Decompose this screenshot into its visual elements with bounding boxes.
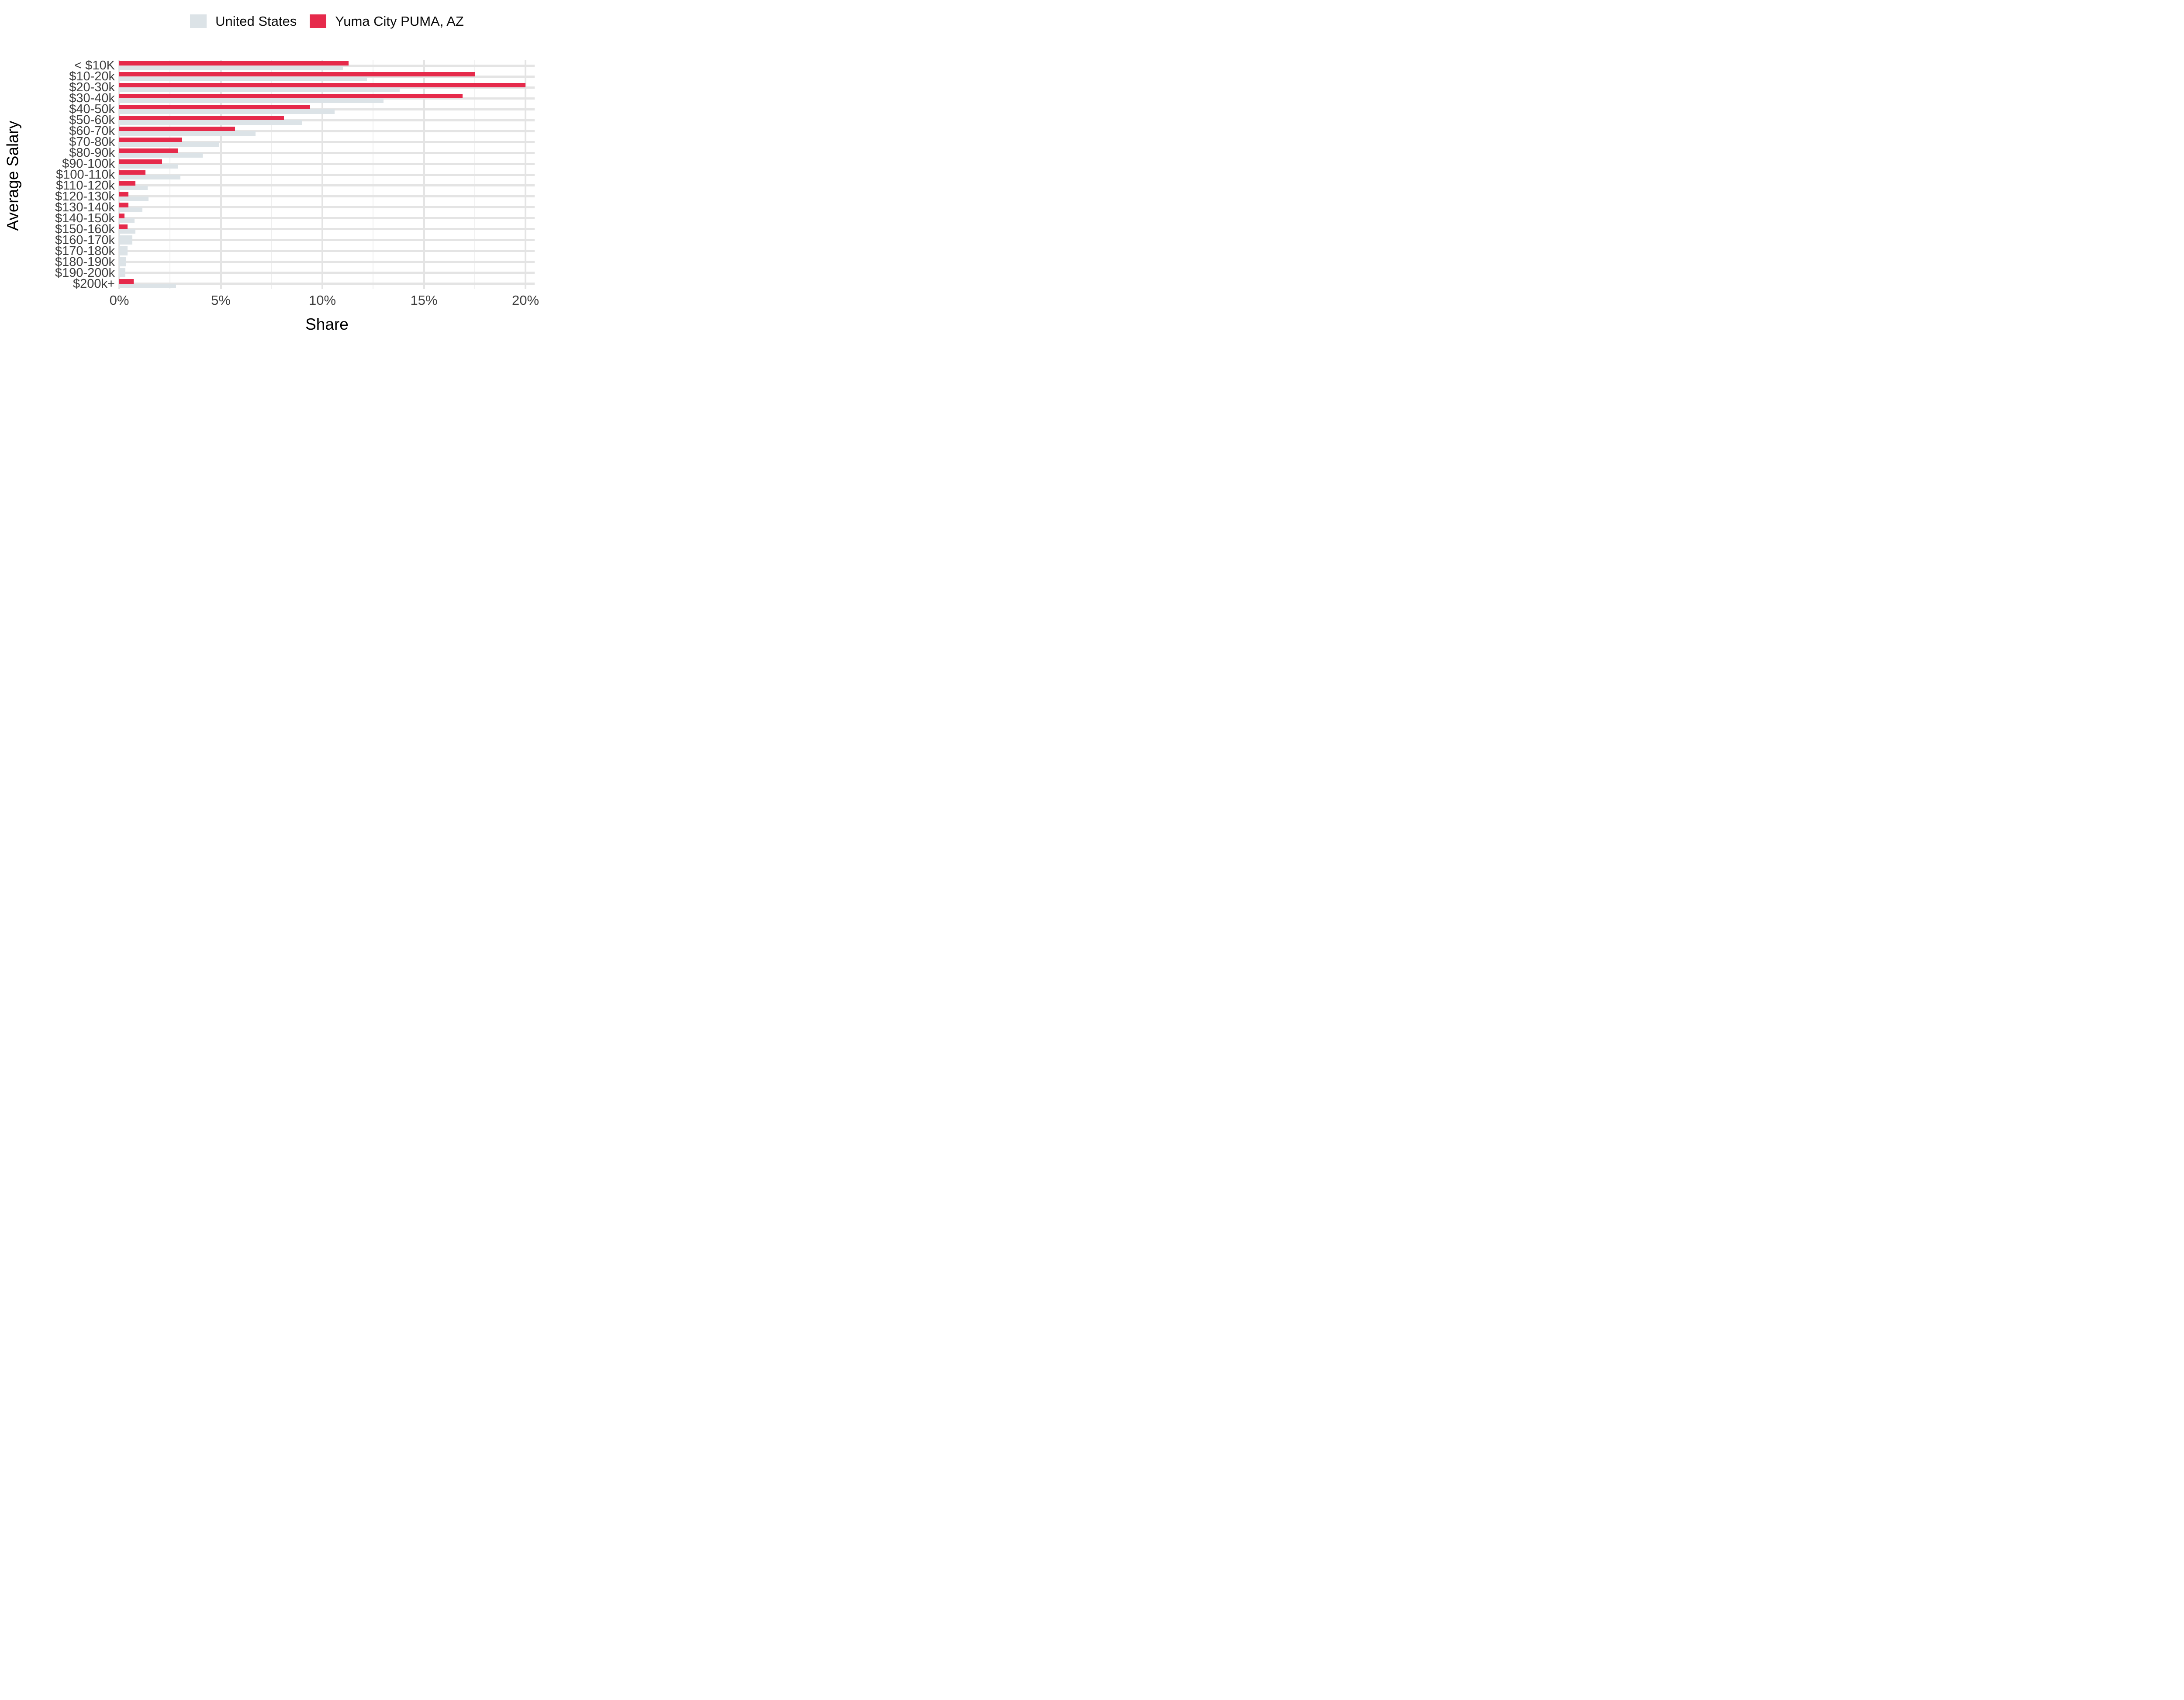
gridline-category xyxy=(119,141,535,143)
category-label: $170-180k xyxy=(55,244,115,258)
category-label: $160-170k xyxy=(55,233,115,247)
salary-share-bar-chart: United States Yuma City PUMA, AZ Average… xyxy=(0,0,550,340)
bar-yuma-$150-160k xyxy=(119,224,128,229)
gridline-category xyxy=(119,184,535,187)
bar-us-$130-140k xyxy=(119,207,143,212)
bar-us-$70-80k xyxy=(119,142,219,147)
bar-us-$190-200k xyxy=(119,268,125,278)
legend-label-united-states: United States xyxy=(215,13,297,29)
x-tick-10: 10% xyxy=(308,293,336,308)
bar-us-$150-160k xyxy=(119,229,136,234)
bar-yuma-$120-130k xyxy=(119,192,128,197)
gridline-category xyxy=(119,228,535,231)
x-tick-20: 20% xyxy=(511,293,539,308)
gridline-category xyxy=(119,283,535,285)
bar-us-$60-70k xyxy=(119,131,256,136)
bar-us-$90-100k xyxy=(119,164,178,169)
bar-yuma-$200k+ xyxy=(119,279,134,284)
bar-us-$170-180k xyxy=(119,246,128,256)
legend-swatch-yuma xyxy=(310,14,327,28)
bar-yuma-< $10K xyxy=(119,61,349,66)
bar-us-$120-130k xyxy=(119,196,149,201)
bar-yuma-$130-140k xyxy=(119,203,128,207)
legend-label-yuma: Yuma City PUMA, AZ xyxy=(335,13,464,29)
category-label: $20-30k xyxy=(69,80,115,95)
bar-us-$40-50k xyxy=(119,109,335,114)
legend-item-yuma: Yuma City PUMA, AZ xyxy=(310,14,464,28)
x-axis: 0% 5% 10% 15% 20% xyxy=(0,293,550,311)
category-label: $140-150k xyxy=(55,211,115,225)
category-label: $110-120k xyxy=(56,178,115,193)
category-label: $30-40k xyxy=(69,91,115,106)
x-tick-15: 15% xyxy=(410,293,438,308)
category-label: $180-190k xyxy=(55,255,115,269)
gridline-category xyxy=(119,261,535,263)
category-label: < $10K xyxy=(74,59,115,73)
x-tick-5: 5% xyxy=(211,293,231,308)
bar-yuma-$10-20k xyxy=(119,72,475,77)
category-label: $70-80k xyxy=(69,135,115,149)
gridline-category xyxy=(119,162,535,165)
gridline-category xyxy=(119,173,535,176)
category-label: $60-70k xyxy=(69,124,115,138)
bar-us-$80-90k xyxy=(119,153,203,158)
bar-us-$200k+ xyxy=(119,283,176,289)
bar-yuma-$20-30k xyxy=(119,83,525,88)
legend: United States Yuma City PUMA, AZ xyxy=(119,11,535,31)
bar-us-$140-150k xyxy=(119,218,135,223)
bar-us-$180-190k xyxy=(119,257,127,267)
gridline-category xyxy=(119,152,535,154)
bar-us-$50-60k xyxy=(119,120,302,125)
category-label: $100-110k xyxy=(56,168,115,182)
bar-yuma-$50-60k xyxy=(119,115,284,121)
gridline-category xyxy=(119,130,535,132)
category-label: $200k+ xyxy=(73,276,115,291)
bar-us-$10-20k xyxy=(119,76,367,81)
bar-us-$160-170k xyxy=(119,235,133,245)
gridline-category xyxy=(119,250,535,252)
bar-us-$100-110k xyxy=(119,175,180,179)
category-label: $120-130k xyxy=(55,189,115,203)
gridline-category xyxy=(119,119,535,121)
bar-yuma-$60-70k xyxy=(119,126,235,131)
bar-us-< $10K xyxy=(119,66,343,70)
category-label: $80-90k xyxy=(69,146,115,160)
bar-yuma-$30-40k xyxy=(119,93,463,99)
bar-yuma-$100-110k xyxy=(119,170,146,175)
bar-yuma-$80-90k xyxy=(119,148,178,153)
category-label: $150-160k xyxy=(55,222,115,236)
category-label: $190-200k xyxy=(55,266,115,280)
bar-yuma-$70-80k xyxy=(119,137,183,142)
gridline-category xyxy=(119,272,535,274)
plot-area xyxy=(118,60,535,289)
gridline-category xyxy=(119,239,535,241)
category-label: $130-140k xyxy=(55,200,115,214)
legend-item-united-states: United States xyxy=(190,14,297,28)
y-axis-labels: < $10K $10-20k $20-30k $30-40k $40-50k $50-60… xyxy=(0,59,115,291)
bar-us-$20-30k xyxy=(119,87,400,92)
category-label: $90-100k xyxy=(62,157,115,171)
category-label: $40-50k xyxy=(69,102,115,117)
category-label: $50-60k xyxy=(69,113,115,128)
bar-yuma-$90-100k xyxy=(119,159,162,164)
bar-us-$30-40k xyxy=(119,98,384,103)
gridline-category xyxy=(119,206,535,209)
bar-yuma-$40-50k xyxy=(119,104,311,110)
x-tick-0: 0% xyxy=(109,293,129,308)
category-label: $10-20k xyxy=(69,69,115,84)
legend-swatch-united-states xyxy=(190,14,207,28)
x-axis-title: Share xyxy=(305,315,349,333)
gridline-category xyxy=(119,217,535,220)
gridline-category xyxy=(119,195,535,198)
bar-yuma-$110-120k xyxy=(119,181,136,186)
bar-us-$110-120k xyxy=(119,185,148,190)
bar-yuma-$140-150k xyxy=(119,214,124,218)
